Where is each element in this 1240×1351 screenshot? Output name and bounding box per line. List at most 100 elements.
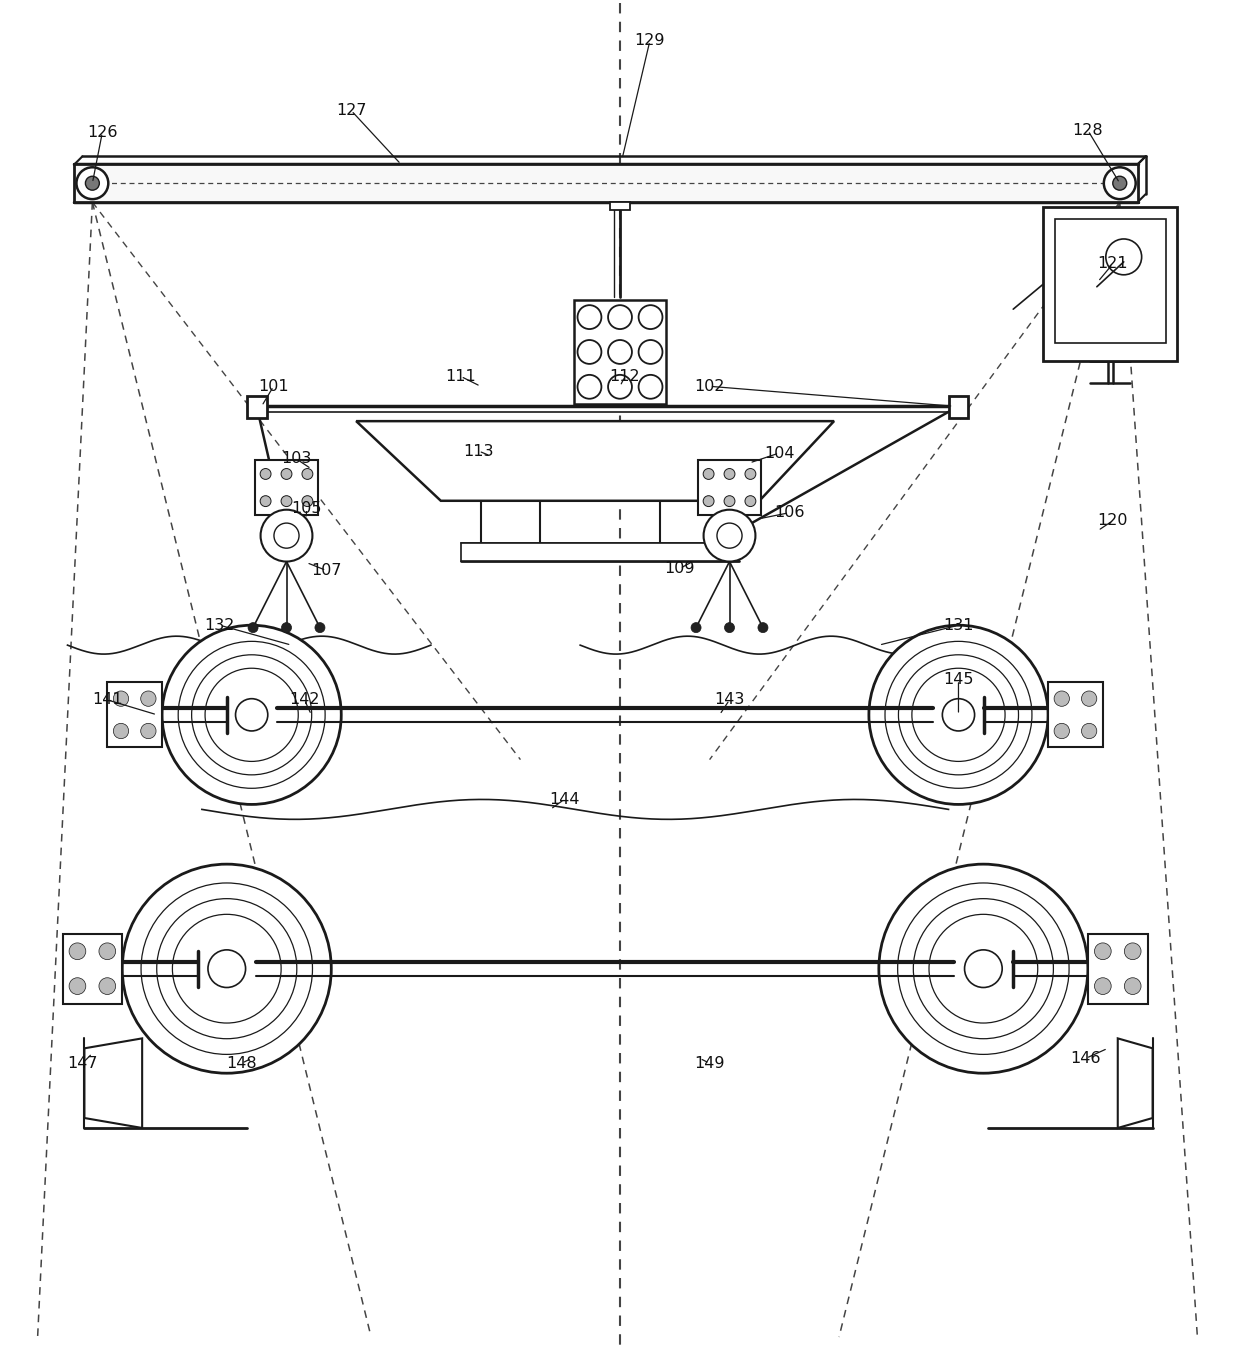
Bar	[108, 682, 162, 747]
Circle shape	[724, 469, 735, 480]
Text: 113: 113	[464, 443, 494, 458]
Text: 109: 109	[665, 561, 694, 576]
Text: 145: 145	[944, 673, 973, 688]
Circle shape	[303, 469, 312, 480]
Polygon shape	[1117, 1039, 1153, 1128]
Circle shape	[608, 374, 632, 399]
Bar	[62, 934, 123, 1004]
Circle shape	[703, 496, 714, 507]
Circle shape	[69, 943, 86, 959]
Circle shape	[274, 523, 299, 549]
Circle shape	[639, 340, 662, 363]
Circle shape	[745, 496, 756, 507]
Circle shape	[691, 623, 701, 632]
Bar	[574, 300, 666, 404]
Text: 143: 143	[714, 693, 745, 708]
Text: 120: 120	[1097, 513, 1128, 528]
Circle shape	[703, 509, 755, 562]
Bar	[698, 461, 761, 515]
Circle shape	[758, 623, 768, 632]
Circle shape	[123, 865, 331, 1073]
Circle shape	[140, 690, 156, 707]
Circle shape	[303, 496, 312, 507]
Bar	[949, 396, 968, 419]
Bar	[74, 165, 1137, 203]
Circle shape	[639, 305, 662, 330]
Text: 128: 128	[1073, 123, 1104, 138]
Circle shape	[208, 950, 246, 988]
Circle shape	[869, 626, 1048, 804]
Circle shape	[578, 374, 601, 399]
Text: 105: 105	[291, 501, 321, 516]
Circle shape	[260, 469, 272, 480]
Circle shape	[578, 305, 601, 330]
Text: 129: 129	[635, 34, 665, 49]
Text: 146: 146	[1070, 1051, 1101, 1066]
Text: 131: 131	[944, 617, 973, 632]
Text: 101: 101	[258, 378, 289, 393]
Bar	[255, 461, 317, 515]
Bar	[1048, 682, 1102, 747]
Bar	[247, 396, 267, 419]
Circle shape	[99, 978, 115, 994]
Circle shape	[260, 509, 312, 562]
Bar	[1043, 207, 1178, 362]
Circle shape	[1095, 978, 1111, 994]
Circle shape	[942, 698, 975, 731]
Circle shape	[315, 623, 325, 632]
Circle shape	[639, 374, 662, 399]
Text: 142: 142	[289, 693, 320, 708]
Polygon shape	[356, 422, 835, 501]
Circle shape	[1104, 168, 1136, 199]
Circle shape	[281, 496, 291, 507]
Circle shape	[608, 340, 632, 363]
Text: 112: 112	[610, 369, 640, 384]
Circle shape	[1054, 690, 1069, 707]
Circle shape	[1125, 978, 1141, 994]
Circle shape	[745, 469, 756, 480]
Circle shape	[724, 496, 735, 507]
Text: 121: 121	[1097, 257, 1128, 272]
Text: 104: 104	[764, 446, 795, 461]
Text: 107: 107	[311, 563, 341, 578]
Circle shape	[236, 698, 268, 731]
Circle shape	[703, 469, 714, 480]
Circle shape	[1112, 176, 1127, 190]
Circle shape	[608, 305, 632, 330]
Circle shape	[281, 469, 291, 480]
Text: 127: 127	[336, 103, 367, 118]
Circle shape	[69, 978, 86, 994]
Circle shape	[113, 690, 129, 707]
Circle shape	[717, 523, 742, 549]
Text: 148: 148	[227, 1055, 257, 1071]
Circle shape	[1081, 690, 1097, 707]
Circle shape	[281, 623, 291, 632]
Text: 111: 111	[445, 369, 476, 384]
Circle shape	[140, 723, 156, 739]
Circle shape	[113, 723, 129, 739]
Circle shape	[578, 340, 601, 363]
Circle shape	[879, 865, 1087, 1073]
Bar	[1087, 934, 1148, 1004]
Bar	[1055, 219, 1166, 343]
Circle shape	[99, 943, 115, 959]
Bar	[461, 543, 739, 561]
Circle shape	[1081, 723, 1097, 739]
Circle shape	[965, 950, 1002, 988]
Circle shape	[1054, 723, 1069, 739]
Text: 144: 144	[549, 792, 579, 807]
Circle shape	[724, 623, 734, 632]
Text: 106: 106	[774, 505, 805, 520]
Circle shape	[1125, 943, 1141, 959]
Text: 147: 147	[67, 1055, 98, 1071]
Circle shape	[1095, 943, 1111, 959]
Circle shape	[248, 623, 258, 632]
Circle shape	[162, 626, 341, 804]
Text: 103: 103	[281, 451, 311, 466]
Circle shape	[77, 168, 108, 199]
Text: 132: 132	[205, 617, 236, 632]
Text: 149: 149	[694, 1055, 725, 1071]
Bar	[610, 203, 630, 211]
Polygon shape	[84, 1039, 143, 1128]
Text: 102: 102	[694, 378, 725, 393]
